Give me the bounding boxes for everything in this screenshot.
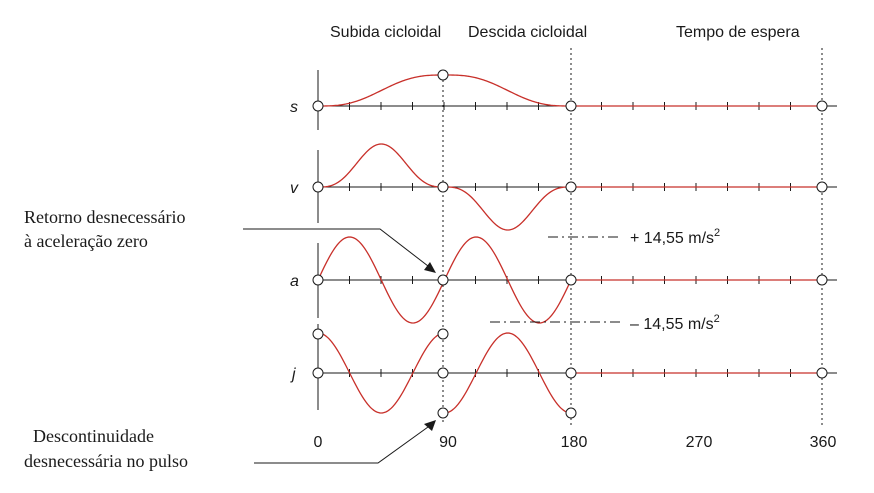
note-disc-arrowhead — [424, 420, 436, 431]
accel-callout-lines — [490, 236, 622, 323]
marker-v-360 — [816, 181, 828, 193]
x-tick-360: 360 — [810, 434, 837, 451]
marker-s-90 — [437, 69, 449, 81]
guide-lines — [442, 48, 823, 425]
jerk-curve-fall — [444, 332, 572, 414]
a-max-value: + 14,55 m/s — [630, 230, 714, 247]
a-min-label: – 14,55 m/s2 — [630, 313, 720, 333]
marker-j-0-top — [312, 328, 324, 340]
marker-j-90-top — [437, 328, 449, 340]
note-return-line1: Retorno desnecessário — [24, 207, 185, 227]
marker-j-90 — [437, 367, 449, 379]
axis-label-a: a — [290, 273, 299, 290]
marker-j-180-bottom — [565, 407, 577, 419]
marker-j-180 — [565, 367, 577, 379]
marker-a-180 — [565, 274, 577, 286]
header-fall: Descida cicloidal — [468, 24, 587, 41]
header-dwell: Tempo de espera — [676, 24, 800, 41]
axes-group — [317, 70, 837, 410]
marker-a-360 — [816, 274, 828, 286]
marker-s-360 — [816, 100, 828, 112]
marker-a-90 — [437, 274, 449, 286]
axis-label-j: j — [290, 366, 296, 383]
a-max-label: + 14,55 m/s2 — [630, 227, 720, 247]
marker-j-360 — [816, 367, 828, 379]
a-min-value: – 14,55 m/s — [630, 316, 714, 333]
header-rise: Subida cicloidal — [330, 24, 441, 41]
jerk-curve-rise — [317, 332, 445, 414]
marker-j-0 — [312, 367, 324, 379]
axis-ticks — [349, 102, 823, 377]
curves — [317, 74, 822, 414]
axis-label-s: s — [290, 99, 298, 116]
x-tick-180: 180 — [561, 434, 588, 451]
marker-s-0 — [312, 100, 324, 112]
note-return-leader — [243, 228, 429, 267]
note-disc-line1: Descontinuidade — [33, 426, 154, 446]
marker-s-180 — [565, 100, 577, 112]
a-min-superscript: 2 — [714, 313, 720, 325]
marker-v-0 — [312, 181, 324, 193]
marker-v-180 — [565, 181, 577, 193]
marker-v-90 — [437, 181, 449, 193]
a-max-superscript: 2 — [714, 227, 720, 239]
note-disc-leader — [254, 426, 429, 464]
x-tick-90: 90 — [439, 434, 457, 451]
marker-a-0 — [312, 274, 324, 286]
x-tick-270: 270 — [686, 434, 713, 451]
note-disc-line2: desnecessária no pulso — [24, 451, 188, 471]
markers — [312, 69, 828, 419]
marker-j-90-bottom — [437, 407, 449, 419]
note-return-line2: à aceleração zero — [24, 231, 148, 251]
axis-label-v: v — [290, 180, 299, 197]
note-return-arrowhead — [424, 262, 436, 273]
x-tick-0: 0 — [314, 434, 323, 451]
